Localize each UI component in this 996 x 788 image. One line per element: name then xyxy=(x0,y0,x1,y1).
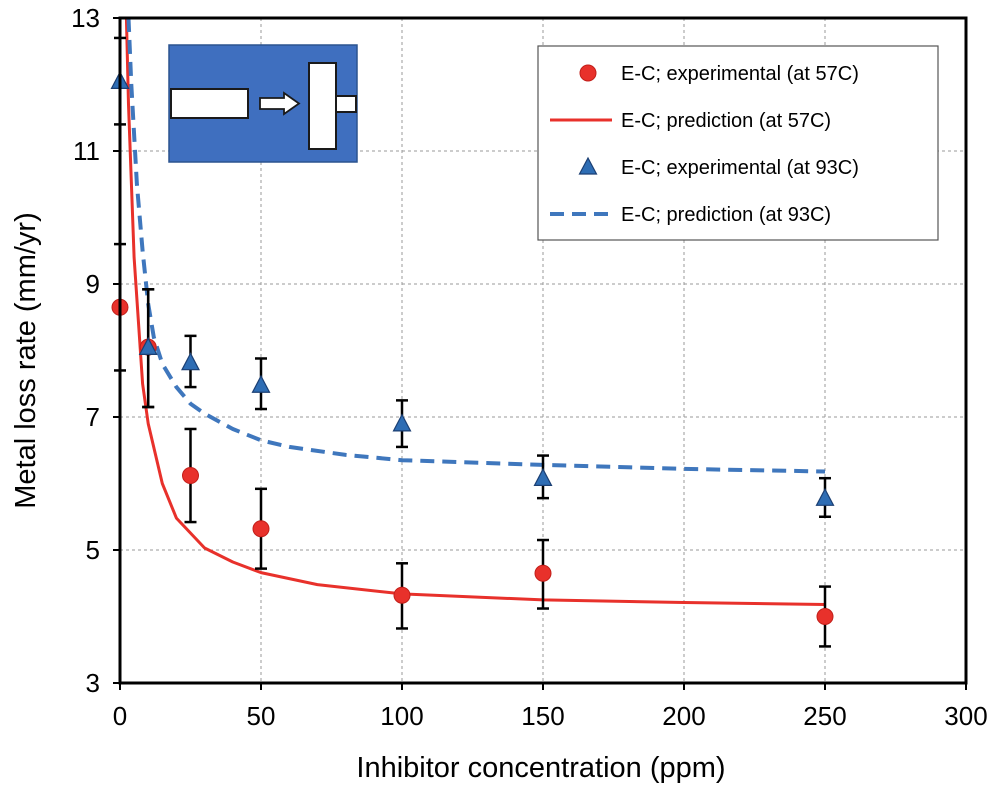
inset-plate xyxy=(308,62,337,150)
legend-label: E-C; prediction (at 93C) xyxy=(621,204,831,226)
data-point-circle xyxy=(534,564,552,582)
data-point-triangle xyxy=(138,336,158,355)
x-tick-label: 50 xyxy=(247,701,276,731)
y-axis-title: Metal loss rate (mm/yr) xyxy=(10,212,42,508)
data-point-circle xyxy=(252,520,270,538)
y-tick-label: 11 xyxy=(73,136,100,166)
series-line-1 xyxy=(124,18,826,606)
inset-arrow xyxy=(259,91,301,116)
legend-box xyxy=(537,45,939,241)
prediction-lines xyxy=(124,18,826,606)
x-tick-label: 300 xyxy=(944,701,987,731)
series-line-3 xyxy=(126,18,826,474)
legend-marker-triangle xyxy=(578,156,598,175)
data-point-triangle xyxy=(181,352,200,371)
data-point-triangle xyxy=(251,374,271,393)
inset-stub xyxy=(335,95,357,113)
inset-bar xyxy=(170,88,249,119)
data-point-triangle xyxy=(533,467,553,486)
legend-label: E-C; experimental (at 93C) xyxy=(621,157,859,179)
y-tick-label: 7 xyxy=(86,402,100,432)
x-tick-label: 200 xyxy=(662,701,705,731)
x-tick-label: 100 xyxy=(380,701,423,731)
y-tick-label: 9 xyxy=(86,269,100,299)
inset-diagram xyxy=(168,44,358,163)
x-tick-label: 150 xyxy=(521,701,564,731)
x-tick-label: 250 xyxy=(803,701,846,731)
data-point-circle xyxy=(182,467,199,485)
legend: E-C; experimental (at 57C) E-C; predictio… xyxy=(537,45,939,241)
y-tick-label: 5 xyxy=(86,535,100,565)
x-tick-label: 0 xyxy=(113,701,127,731)
legend-label: E-C; prediction (at 57C) xyxy=(621,110,831,132)
y-tick-label: 13 xyxy=(71,3,100,33)
legend-label: E-C; experimental (at 57C) xyxy=(621,63,859,85)
data-point-circle xyxy=(393,586,411,604)
legend-marker-circle xyxy=(579,64,597,82)
y-tick-label: 3 xyxy=(86,668,100,698)
data-point-triangle xyxy=(392,413,412,432)
axes: 0 50 100 150 200 250 300 3 5 7 9 11 13 xyxy=(71,3,988,731)
x-axis-title: Inhibitor concentration (ppm) xyxy=(356,752,725,784)
data-point-triangle xyxy=(815,487,835,506)
data-point-circle xyxy=(816,608,834,625)
